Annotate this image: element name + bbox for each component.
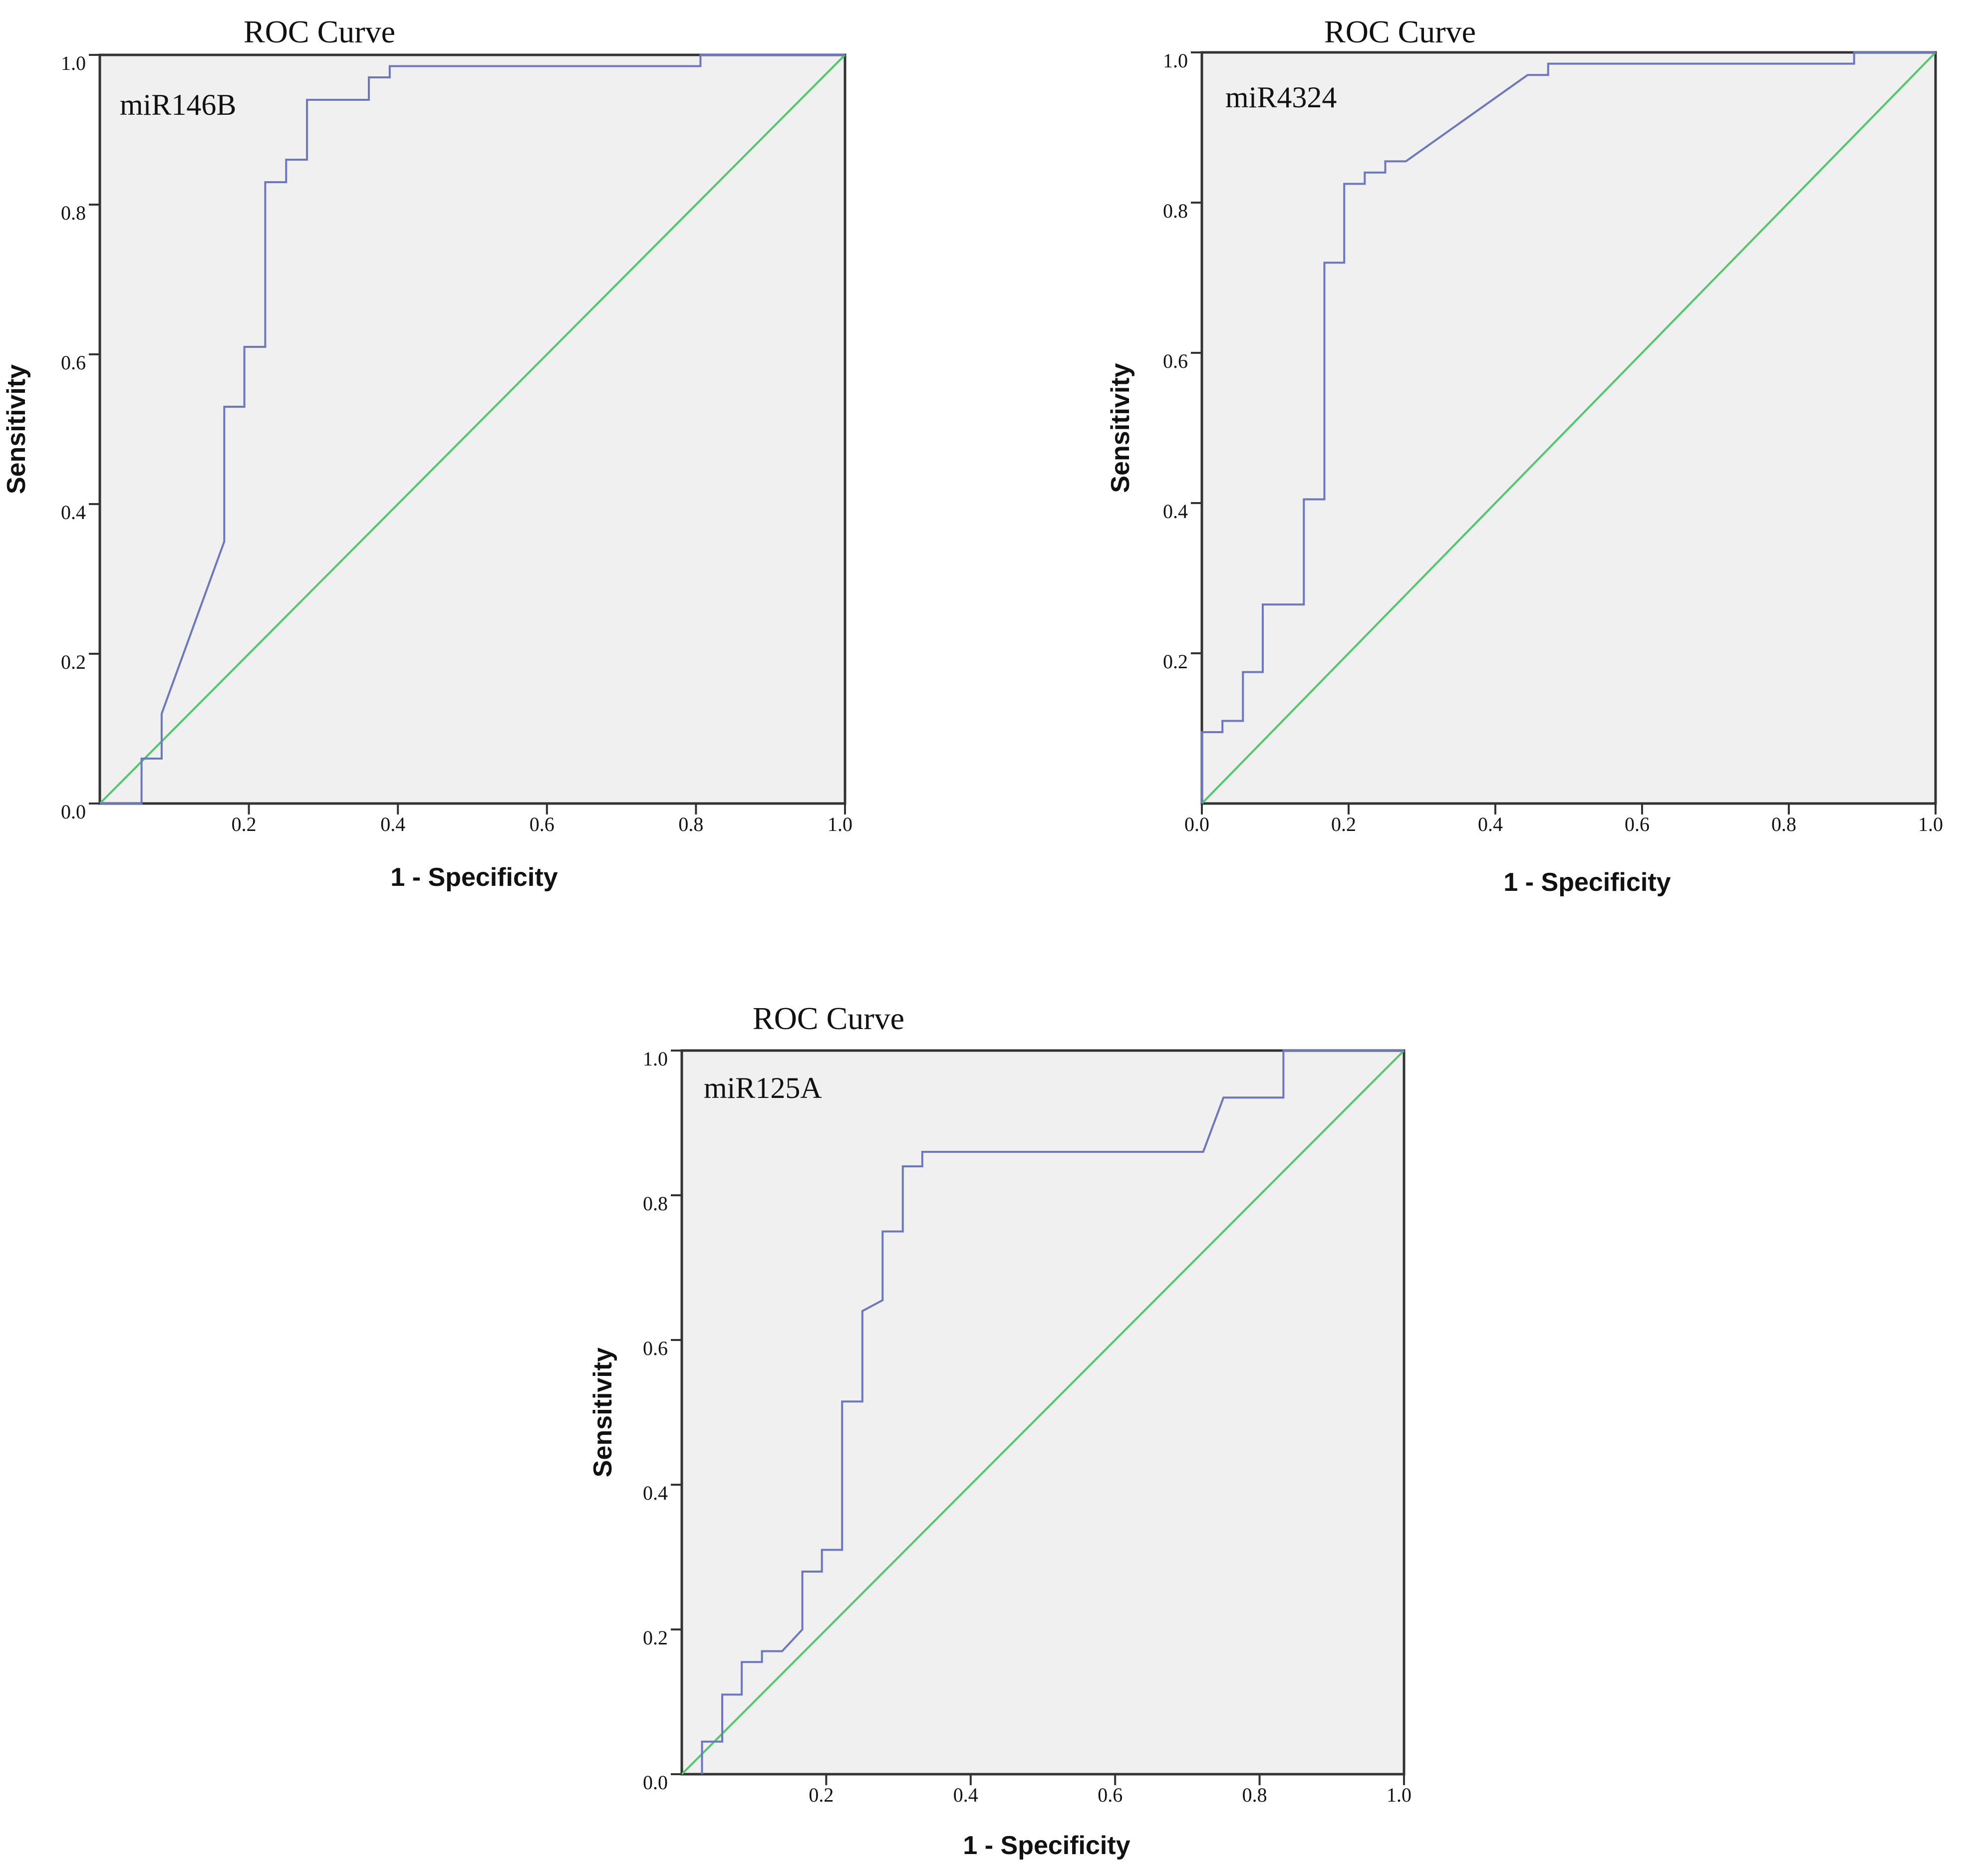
y-tick-label: 1.0 (1163, 49, 1188, 72)
y-tick-label: 0.4 (1163, 500, 1188, 523)
x-tick-label: 1.0 (1918, 813, 1943, 835)
y-tick-label: 0.4 (643, 1482, 668, 1504)
x-axis-label: 1 - Specificity (390, 863, 558, 892)
x-axis-label: 1 - Specificity (1503, 868, 1671, 897)
y-axis-label: Sensitivity (588, 1347, 617, 1477)
panel-label: miR4324 (1225, 81, 1337, 114)
x-tick-label: 1.0 (828, 813, 852, 835)
x-tick-label: 0.4 (1478, 813, 1503, 835)
reference-line (681, 1050, 1405, 1775)
y-tick-label: 0.6 (1163, 350, 1188, 372)
x-tick-label: 1.0 (1387, 1784, 1411, 1806)
y-tick-label: 0.2 (643, 1626, 668, 1649)
y-tick-label: 0.8 (1163, 200, 1188, 222)
y-tick-label: 0.0 (61, 801, 86, 823)
reference-line (1201, 51, 1937, 804)
x-tick-label: 0.8 (1771, 813, 1796, 835)
x-tick-label: 0.4 (380, 813, 405, 835)
panel-label: miR146B (120, 88, 236, 121)
x-tick-label: 0.8 (1242, 1784, 1267, 1806)
roc-chart-3: ROC Curve miR125A 0.2 0.4 0.6 0.8 1.0 0.0 0.2 0.4… (588, 1001, 1411, 1860)
x-tick-label: 0.8 (678, 813, 703, 835)
x-tick-label: 0.4 (953, 1784, 978, 1806)
chart-title: ROC Curve (753, 1001, 904, 1036)
panel-label: miR125A (704, 1072, 822, 1104)
y-tick-label: 0.0 (643, 1771, 668, 1794)
y-tick-label: 1.0 (643, 1048, 668, 1070)
x-tick-label: 0.2 (809, 1784, 834, 1806)
y-tick-label: 0.2 (1163, 650, 1188, 673)
roc-curve (100, 54, 845, 804)
y-tick-label: 0.6 (643, 1337, 668, 1359)
x-tick-label: 0.2 (1331, 813, 1356, 835)
chart-title: ROC Curve (244, 14, 395, 49)
roc-curve (1201, 51, 1936, 804)
x-tick-label: 0.6 (530, 813, 555, 835)
roc-curve (701, 1050, 1404, 1774)
reference-line (99, 54, 846, 804)
y-tick-label: 0.8 (61, 202, 86, 224)
y-axis-label: Sensitivity (2, 364, 31, 494)
x-tick-label: 0.2 (232, 813, 257, 835)
y-tick-label: 0.6 (61, 351, 86, 374)
y-axis-label: Sensitivity (1106, 363, 1135, 493)
chart-title: ROC Curve (1324, 14, 1476, 49)
roc-chart-1: ROC Curve miR146B 0.2 0.4 0.6 0.8 1.0 0.0 0.2 0.4… (2, 14, 852, 892)
roc-chart-2: ROC Curve miR4324 0.0 0.2 0.4 0.6 0.8 1.0 0.2 0.4… (1106, 14, 1943, 897)
x-tick-label: 0.6 (1625, 813, 1650, 835)
x-axis-label: 1 - Specificity (963, 1831, 1130, 1860)
y-tick-label: 1.0 (61, 52, 86, 74)
x-tick-label: 0.0 (1184, 813, 1209, 835)
x-tick-label: 0.6 (1098, 1784, 1123, 1806)
y-tick-label: 0.2 (61, 651, 86, 673)
y-tick-label: 0.4 (61, 501, 86, 524)
y-tick-label: 0.8 (643, 1192, 668, 1215)
